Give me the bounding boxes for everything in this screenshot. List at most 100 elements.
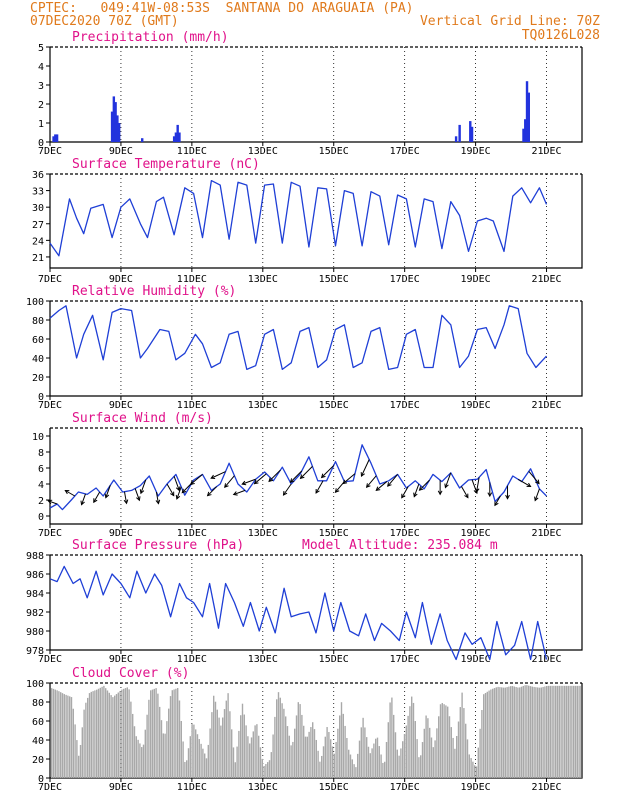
precip-bar [54, 134, 57, 142]
x-tick-label: 13DEC [248, 782, 278, 793]
cloud-bar [148, 699, 150, 778]
cloud-bar [241, 703, 244, 778]
cloud-bar [448, 716, 451, 778]
wind-arrow-head [170, 491, 175, 497]
x-tick-label: 13DEC [248, 654, 278, 665]
x-tick-label: 21DEC [531, 400, 561, 411]
cloud-bar [112, 697, 114, 778]
cloud-bar [573, 685, 575, 778]
wind-arrow-head [232, 491, 238, 496]
cloud-bar [400, 748, 402, 778]
y-tick-label: 20 [32, 373, 44, 384]
cloud-bar [168, 708, 170, 778]
cloud-bar [178, 700, 181, 778]
cloud-bar [189, 736, 191, 778]
cloud-bar [502, 687, 505, 778]
cloud-bar [108, 692, 110, 778]
cloud-bar [144, 729, 146, 778]
cloud-bar [465, 723, 467, 778]
series-line-rh [49, 305, 547, 371]
panel-frame [49, 174, 583, 269]
cloud-bar [499, 687, 501, 778]
precip-bar [178, 132, 181, 142]
cloud-bar [344, 725, 346, 778]
precip-bar [470, 126, 474, 142]
x-tick-label: 7DEC [38, 528, 62, 539]
cloud-bar [565, 685, 568, 778]
cloud-bar [387, 722, 389, 778]
x-tick-label: 17DEC [390, 400, 420, 411]
wind-arrow [268, 469, 281, 482]
cloud-bar [99, 687, 101, 778]
cloud-bar [263, 765, 265, 778]
series-line-temp [49, 179, 548, 257]
cloud-bar [142, 744, 145, 778]
y-tick-label: 988 [26, 551, 44, 562]
cloud-bar [223, 709, 226, 778]
cloud-bar [214, 701, 217, 778]
cloud-bar [252, 731, 254, 778]
y-tick-label: 986 [26, 570, 44, 581]
cloud-bar [535, 687, 537, 778]
wind-arrow-head [474, 487, 480, 493]
panel-wind: Surface Wind (m/s) 0 2 4 6 8 10 7DEC 9DEC 11DEC 13… [32, 411, 583, 539]
cloud-bar [222, 717, 224, 778]
cloud-bar [351, 759, 353, 778]
wind-arrow-head [418, 486, 424, 491]
cloud-bar [115, 694, 118, 778]
cloud-bar [141, 747, 143, 778]
cloud-bar [83, 709, 85, 778]
panel-frame [49, 301, 583, 397]
cloud-bar [461, 692, 463, 778]
x-tick-label: 21DEC [531, 146, 561, 157]
x-tick-label: 17DEC [390, 146, 420, 157]
y-tick-label: 36 [32, 170, 44, 181]
wind-arrow-head [494, 501, 499, 507]
wind-arrow-head [487, 492, 493, 498]
cloud-bar [234, 762, 236, 778]
x-tick-label: 9DEC [109, 654, 133, 665]
x-tick-label: 11DEC [177, 274, 207, 285]
cloud-bar [349, 754, 352, 778]
cloud-bar [245, 725, 247, 778]
cloud-bar [571, 685, 573, 778]
wind-arrow-head [189, 480, 195, 485]
wind-arrow-head [535, 479, 540, 485]
cloud-bar [177, 688, 179, 778]
x-tick-label: 19DEC [461, 654, 491, 665]
cloud-bar [303, 725, 305, 778]
cloud-bar [231, 729, 233, 778]
cloud-bar [218, 717, 220, 778]
cloud-bar [299, 704, 301, 778]
wind-arrow-head [342, 479, 348, 485]
wind-arrow [321, 465, 335, 478]
cloud-bar [69, 696, 71, 778]
precip-bar [469, 121, 472, 142]
wind-arrow [534, 488, 540, 501]
cloud-bar [124, 688, 127, 778]
y-tick-label: 5 [38, 43, 44, 54]
cloud-bar [51, 688, 53, 778]
cloud-bar [434, 740, 436, 778]
cloud-bar [76, 740, 78, 778]
wind-arrow [123, 491, 128, 504]
cloud-bar [528, 685, 530, 778]
cloud-bar [313, 729, 316, 778]
wind-arrow [361, 459, 370, 477]
cloud-bar [130, 701, 132, 778]
cloud-bar [326, 727, 328, 778]
wind-arrow-head [387, 482, 392, 487]
cloud-bar [378, 746, 380, 778]
cloud-bar [164, 733, 166, 778]
cloud-bar [340, 702, 343, 778]
cloud-bar [205, 758, 208, 778]
cloud-bar [564, 685, 566, 778]
cloud-bar [459, 707, 461, 778]
wind-arrow-head [299, 474, 305, 480]
cloud-bar [105, 688, 107, 778]
x-tick-label: 21DEC [531, 782, 561, 793]
precip-bar [172, 136, 176, 142]
cloud-bar [427, 718, 429, 778]
cloud-bar [319, 761, 321, 778]
cloud-bar [456, 736, 458, 778]
